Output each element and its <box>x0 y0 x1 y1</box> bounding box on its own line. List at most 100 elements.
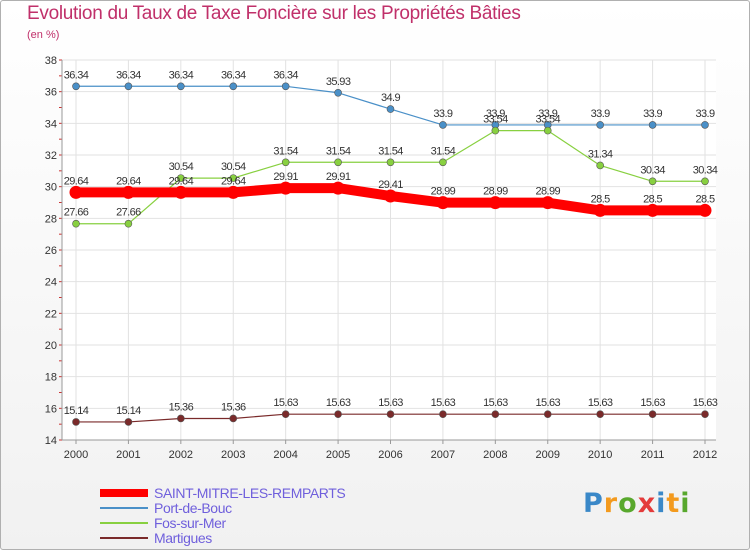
saint-mitre-data-label: 28.5 <box>695 193 714 205</box>
martigues-data-label: 15.63 <box>378 397 403 409</box>
y-tick-label: 34 <box>45 118 57 130</box>
legend-swatch <box>100 536 148 539</box>
port-de-bouc-data-label: 36.34 <box>221 69 246 81</box>
saint-mitre-data-label: 28.99 <box>483 186 508 198</box>
fos-sur-mer-data-label: 31.54 <box>378 145 403 157</box>
port-de-bouc-data-label: 33.9 <box>591 108 610 120</box>
legend-label: SAINT-MITRE-LES-REMPARTS <box>154 484 346 501</box>
logo-letter: r <box>603 488 619 519</box>
fos-sur-mer-point <box>701 177 709 186</box>
x-tick-label: 2005 <box>326 449 350 461</box>
y-tick-label: 18 <box>45 372 57 384</box>
x-tick-label: 2002 <box>169 449 193 461</box>
saint-mitre-data-label: 28.99 <box>535 186 560 198</box>
saint-mitre-point <box>541 196 555 210</box>
fos-sur-mer-data-label: 30.34 <box>640 164 665 176</box>
martigues-data-label: 15.63 <box>326 397 351 409</box>
fos-sur-mer-point <box>72 219 80 228</box>
martigues-point <box>124 418 133 426</box>
x-tick-label: 2004 <box>273 449 297 461</box>
martigues-point <box>543 410 552 418</box>
logo-letter: i <box>656 488 667 519</box>
martigues-data-label: 15.63 <box>273 397 298 409</box>
port-de-bouc-data-label: 36.34 <box>64 69 89 81</box>
saint-mitre-data-label: 29.64 <box>169 175 194 187</box>
x-tick-label: 2008 <box>483 449 507 461</box>
martigues-data-label: 15.14 <box>64 405 89 417</box>
y-tick-label: 38 <box>45 55 57 67</box>
port-de-bouc-point <box>439 121 447 129</box>
saint-mitre-data-label: 29.64 <box>116 175 141 187</box>
port-de-bouc-point <box>124 82 133 91</box>
fos-sur-mer-data-label: 31.34 <box>588 148 613 160</box>
y-tick-label: 32 <box>45 150 57 162</box>
legend-label: Fos-sur-Mer <box>154 514 226 531</box>
legend-label: Port-de-Bouc <box>154 499 232 516</box>
chart-title: Evolution du Taux de Taxe Foncière sur l… <box>27 3 521 24</box>
legend-swatch <box>100 506 148 509</box>
fos-sur-mer-point <box>648 177 657 186</box>
saint-mitre-data-label: 29.41 <box>378 179 403 191</box>
port-de-bouc-data-label: 33.9 <box>433 108 452 120</box>
legend-item-fos-sur-mer: Fos-sur-Mer <box>100 515 345 530</box>
martigues-data-label: 15.63 <box>431 397 456 409</box>
martigues-point <box>177 414 185 423</box>
martigues-point <box>439 410 447 418</box>
saint-mitre-point <box>279 181 293 195</box>
martigues-point <box>229 414 238 423</box>
fos-sur-mer-data-label: 30.34 <box>693 164 718 176</box>
x-tick-label: 2009 <box>536 449 560 461</box>
logo-letter: i <box>680 488 691 519</box>
port-de-bouc-data-label: 35.93 <box>326 76 351 88</box>
logo-letter: x <box>637 488 657 519</box>
x-tick-label: 2001 <box>116 449 140 461</box>
fos-sur-mer-point <box>229 174 238 182</box>
x-tick-label: 2007 <box>431 449 455 461</box>
fos-sur-mer-data-label: 27.66 <box>64 207 89 219</box>
legend-item-martigues: Martigues <box>100 530 345 545</box>
x-tick-label: 2000 <box>64 449 88 461</box>
unit-label: (en %) <box>27 29 60 41</box>
legend: SAINT-MITRE-LES-REMPARTS Port-de-Bouc Fos-… <box>100 484 346 545</box>
saint-mitre-point <box>226 185 240 199</box>
martigues-data-label: 15.36 <box>169 401 194 413</box>
fos-sur-mer-point <box>596 161 604 170</box>
proxiti-logo[interactable]: Proxiti <box>583 488 691 519</box>
port-de-bouc-point <box>72 82 80 91</box>
x-tick-label: 2011 <box>641 449 665 461</box>
saint-mitre-point <box>121 185 135 199</box>
y-tick-label: 14 <box>45 435 57 447</box>
martigues-point <box>491 410 500 418</box>
martigues-point <box>386 410 395 418</box>
port-de-bouc-data-label: 36.34 <box>169 69 194 81</box>
y-tick-label: 26 <box>45 245 57 257</box>
martigues-point <box>72 418 80 426</box>
x-tick-label: 2006 <box>378 449 402 461</box>
saint-mitre-point <box>698 203 712 217</box>
logo-letter: o <box>618 488 638 519</box>
fos-sur-mer-data-label: 31.54 <box>326 145 351 157</box>
y-tick-label: 28 <box>45 213 57 225</box>
saint-mitre-data-label: 29.91 <box>326 171 351 183</box>
martigues-point <box>701 410 709 418</box>
fos-sur-mer-point <box>124 219 133 228</box>
y-tick-label: 36 <box>45 87 57 99</box>
port-de-bouc-data-label: 36.34 <box>116 69 141 81</box>
port-de-bouc-data-label: 33.9 <box>695 108 714 120</box>
legend-swatch <box>100 521 148 524</box>
martigues-point <box>648 410 657 418</box>
saint-mitre-point <box>436 196 450 210</box>
fos-sur-mer-data-label: 33.54 <box>483 114 508 126</box>
port-de-bouc-data-label: 36.34 <box>273 69 298 81</box>
legend-label: Martigues <box>154 529 212 546</box>
port-de-bouc-point <box>229 82 238 91</box>
fos-sur-mer-point <box>177 174 185 182</box>
logo-letter: P <box>583 488 604 519</box>
fos-sur-mer-data-label: 33.54 <box>535 114 560 126</box>
port-de-bouc-point <box>334 88 342 97</box>
saint-mitre-point <box>646 203 660 217</box>
martigues-point <box>281 410 290 418</box>
fos-sur-mer-point <box>491 126 500 135</box>
port-de-bouc-data-label: 33.9 <box>486 108 505 120</box>
